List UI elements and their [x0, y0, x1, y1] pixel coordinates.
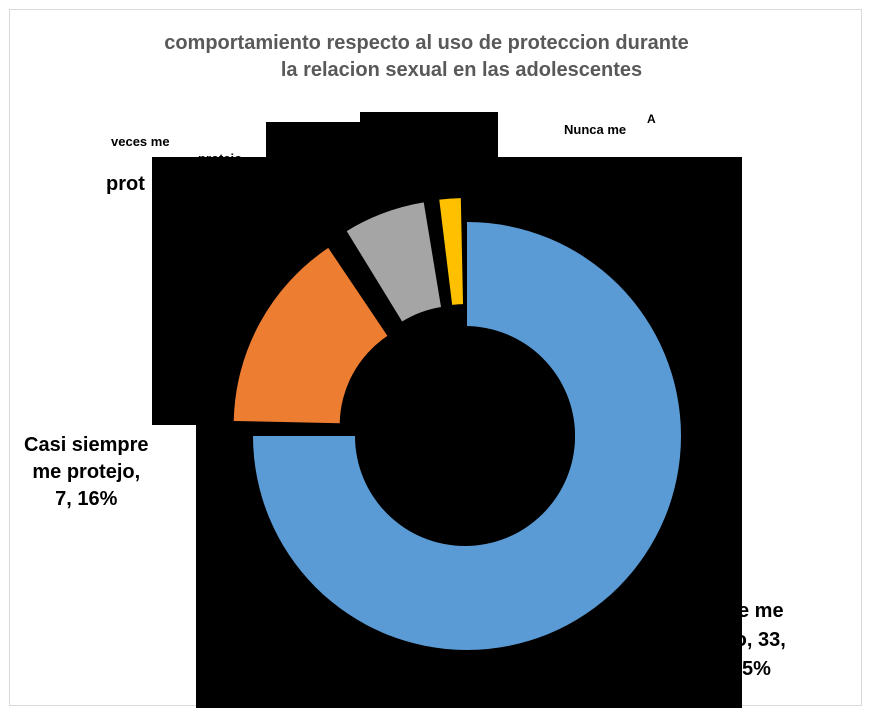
doughnut-hole — [355, 326, 575, 546]
slice-a-veces-me-protejo — [346, 202, 442, 322]
data-label-casi-siempre-line-3: 7, 16% — [55, 488, 118, 510]
occluder-top-left-block — [266, 122, 362, 158]
occluder-top-mid-block — [360, 112, 498, 158]
data-label-siempre-line-3: 5% — [742, 658, 771, 680]
data-label-nunca: Nunca me — [564, 122, 627, 137]
data-label-a-veces-line-2: protejo — [198, 151, 243, 159]
chart-title-line-2: la relacion sexual en las adolescentes — [280, 59, 643, 81]
data-label-siempre-line-1: pre me — [718, 600, 784, 622]
chart-title: comportamiento respecto al uso de protec… — [0, 30, 853, 84]
slice-nunca-me-protejo — [439, 198, 464, 305]
data-label-a-veces-line-1: veces me — [111, 134, 170, 149]
data-label-casi-siempre-line-1: Casi siempre — [24, 434, 149, 456]
data-label-a-veces-fragment: prot — [106, 173, 145, 195]
slice-casi-siempre-me-protejo — [233, 247, 388, 424]
slice-siempre-me-protejo — [253, 222, 681, 650]
data-label-casi-siempre-line-2: me protejo, — [32, 461, 141, 483]
chart-title-line-1: comportamiento respecto al uso de protec… — [164, 32, 689, 54]
data-label-siempre-line-2: ejo, 33, — [718, 629, 786, 651]
data-label-casi-siempre: Casi siempre me protejo, 7, 16% — [24, 432, 149, 513]
data-label-nunca-fragment: A — [647, 112, 656, 126]
doughnut-slices — [233, 198, 681, 650]
data-label-siempre: pre me ejo, 33, 5% — [718, 597, 786, 684]
